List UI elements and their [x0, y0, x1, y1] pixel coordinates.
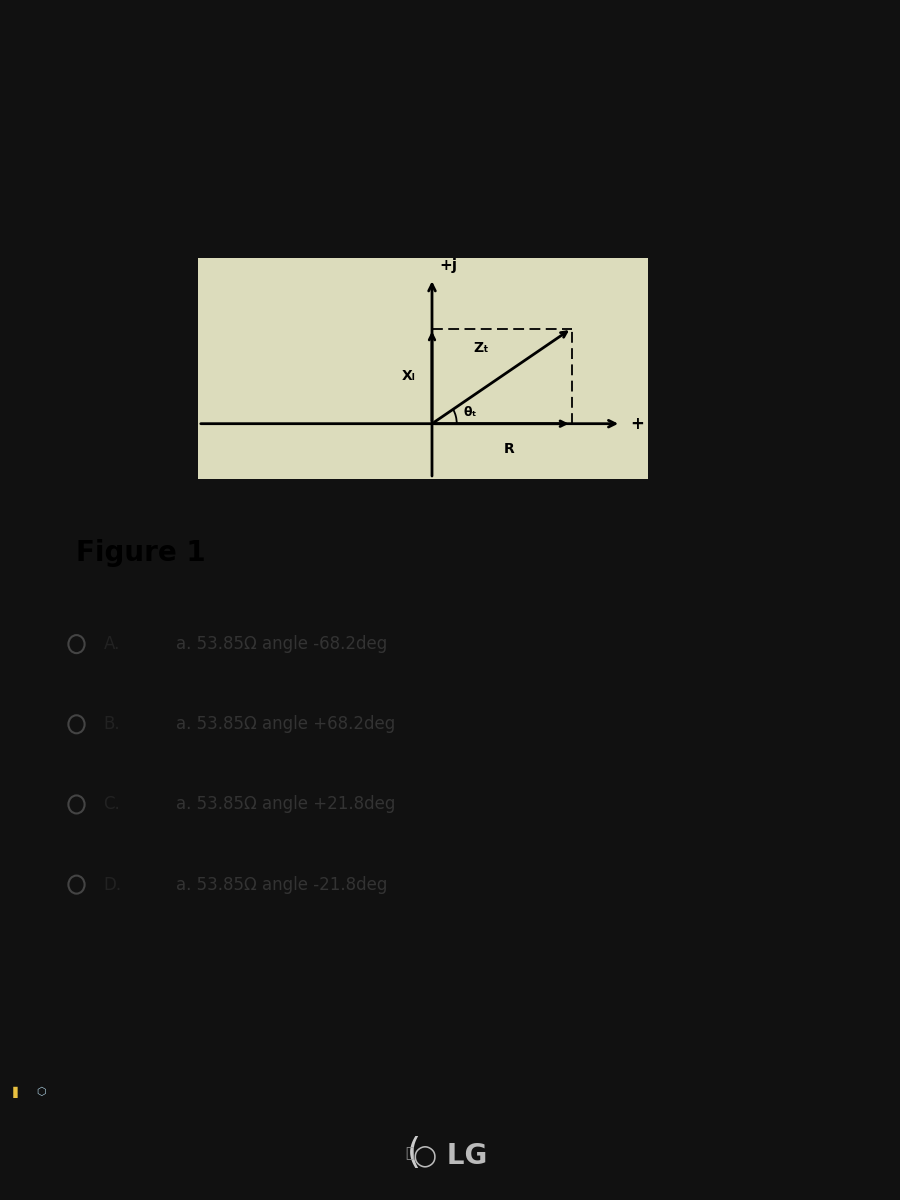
- Text: Figure 1: Figure 1: [76, 539, 206, 566]
- Text: a. 53.85Ω angle -68.2deg: a. 53.85Ω angle -68.2deg: [176, 635, 387, 653]
- Text: (: (: [407, 1136, 421, 1170]
- Text: ˹: ˹: [405, 1146, 414, 1160]
- Text: D.: D.: [104, 876, 122, 894]
- Text: Xₗ: Xₗ: [402, 370, 416, 383]
- Text: θₜ: θₜ: [464, 406, 477, 419]
- Text: Zₜ: Zₜ: [473, 341, 490, 355]
- Text: R: R: [503, 442, 514, 456]
- Text: +: +: [630, 415, 644, 433]
- Text: +j: +j: [439, 258, 457, 274]
- Text: a. 53.85Ω angle -21.8deg: a. 53.85Ω angle -21.8deg: [176, 876, 387, 894]
- Text: B.: B.: [104, 715, 120, 733]
- Text: ⬡: ⬡: [36, 1087, 46, 1097]
- Text: C.: C.: [104, 796, 121, 814]
- Text: A.: A.: [104, 635, 120, 653]
- FancyBboxPatch shape: [198, 258, 648, 479]
- Text: a. 53.85Ω angle +21.8deg: a. 53.85Ω angle +21.8deg: [176, 796, 395, 814]
- Text: ○ LG: ○ LG: [413, 1141, 487, 1169]
- Text: For the circuit in Figure 1. If R = 500Ω and Xₗ = 200Ω, Find Zₜ and θₜ: For the circuit in Figure 1. If R = 500Ω…: [86, 148, 602, 163]
- Text: a. 53.85Ω angle +68.2deg: a. 53.85Ω angle +68.2deg: [176, 715, 395, 733]
- Text: ▐: ▐: [9, 1086, 17, 1098]
